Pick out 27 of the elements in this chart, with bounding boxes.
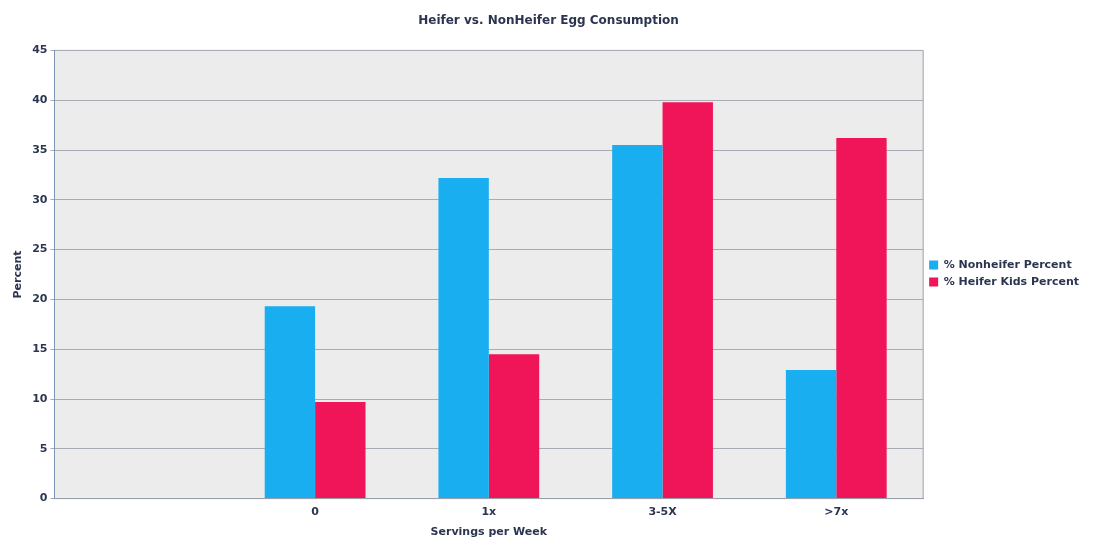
bar: [264, 306, 316, 499]
x-tick-label: 1x: [481, 505, 497, 519]
legend-label: % Heifer Kids Percent: [943, 274, 1080, 288]
y-tick-label: 0: [39, 491, 48, 505]
x-axis-title: Servings per Week: [430, 525, 548, 539]
y-tick-label: 5: [39, 441, 48, 455]
y-tick-label: 20: [32, 292, 48, 306]
bar: [315, 401, 366, 499]
y-tick-label: 15: [32, 342, 48, 356]
bar: [612, 145, 663, 499]
y-tick-label: 35: [32, 142, 48, 156]
bar: [662, 102, 713, 499]
y-tick-label: 45: [32, 43, 48, 57]
bar: [438, 177, 489, 499]
y-tick-label: 40: [32, 93, 48, 107]
y-tick-label: 25: [32, 242, 48, 256]
y-tick-label: 30: [32, 192, 48, 206]
legend-label: % Nonheifer Percent: [943, 257, 1072, 271]
bar: [488, 354, 540, 499]
bar: [836, 138, 887, 499]
bar: [785, 370, 837, 499]
y-tick-label: 10: [32, 391, 48, 405]
x-tick-label: >7x: [824, 505, 849, 519]
y-axis-title: Percent: [11, 250, 25, 299]
x-tick-label: 0: [311, 505, 320, 519]
x-tick-label: 3-5X: [648, 505, 678, 519]
chart-title: Heifer vs. NonHeifer Egg Consumption: [418, 13, 679, 28]
